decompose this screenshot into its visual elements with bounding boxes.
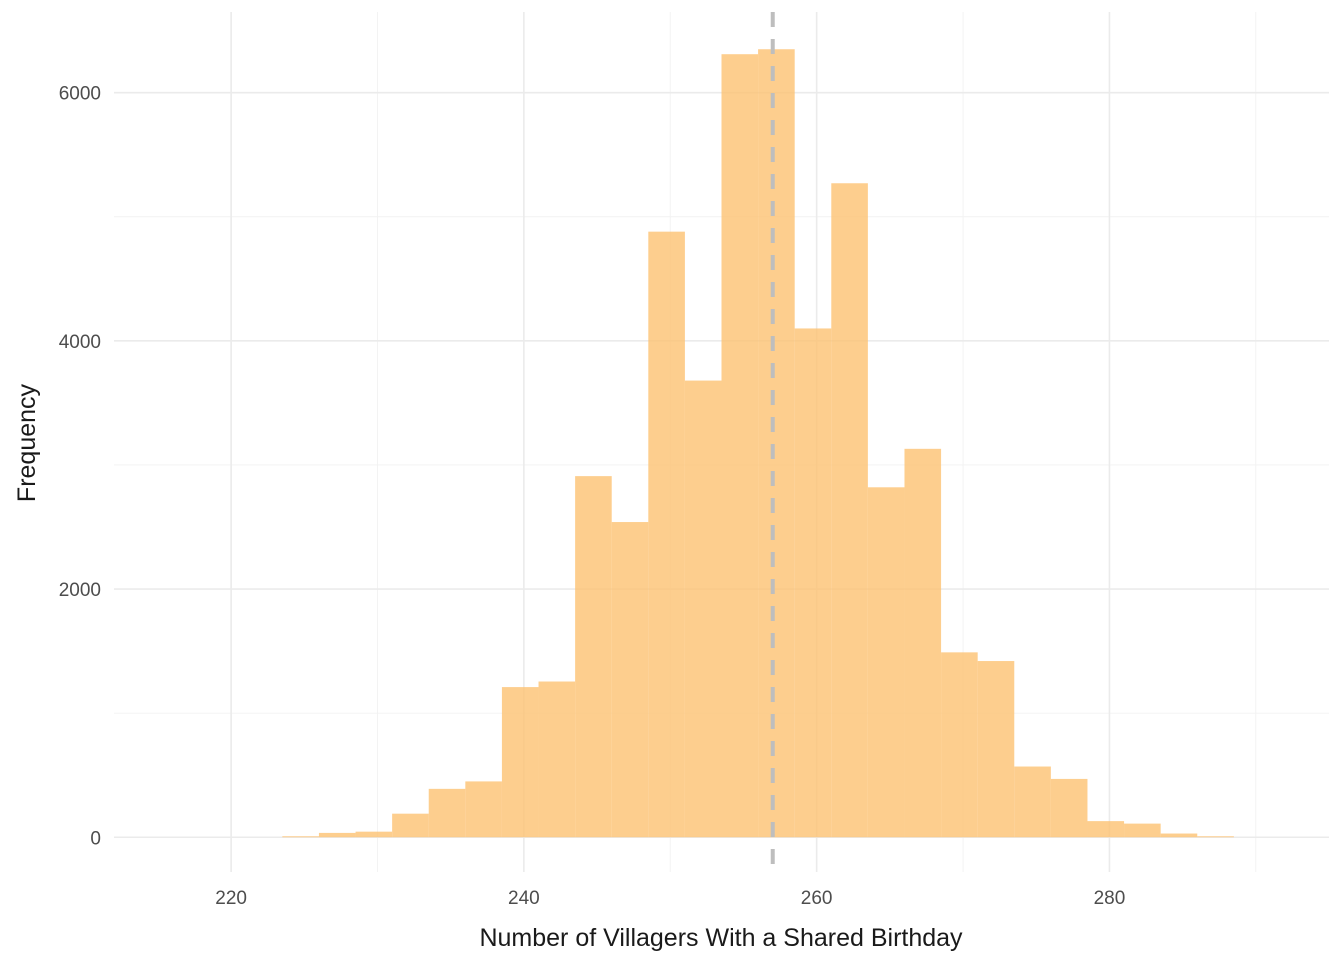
histogram-bar: [941, 652, 978, 838]
histogram-bar: [282, 836, 319, 838]
histogram-bar: [501, 687, 539, 838]
x-tick-label: 260: [801, 888, 833, 909]
histogram-bar: [904, 448, 942, 838]
y-tick-label: 0: [90, 828, 101, 849]
histogram-bar: [1197, 836, 1234, 838]
histogram-bar: [392, 813, 429, 838]
histogram-bar: [721, 54, 759, 838]
bars-layer: [282, 49, 1234, 838]
x-tick-labels: 220 240 260 280: [215, 888, 1125, 909]
histogram-bar: [758, 49, 795, 838]
x-axis-title: Number of Villagers With a Shared Birthd…: [479, 924, 963, 952]
histogram-bar: [1014, 766, 1051, 838]
histogram-bar: [794, 328, 832, 838]
x-tick-label: 240: [508, 888, 540, 909]
histogram-bar: [428, 788, 466, 838]
histogram-bar: [977, 661, 1015, 838]
x-tick-label: 280: [1094, 888, 1126, 909]
y-tick-label: 4000: [59, 332, 101, 353]
y-tick-label: 6000: [59, 84, 101, 105]
y-tick-labels: 0 2000 4000 6000: [59, 84, 101, 850]
histogram-bar: [831, 183, 868, 838]
histogram-bar: [1050, 778, 1088, 838]
histogram-bar: [684, 380, 722, 838]
histogram-bar: [318, 832, 356, 838]
histogram-bar: [355, 831, 393, 838]
histogram-bar: [1087, 821, 1125, 838]
histogram-bar: [575, 476, 612, 838]
x-tick-label: 220: [215, 888, 247, 909]
histogram-bar: [465, 781, 502, 838]
histogram-bar: [1124, 823, 1161, 838]
y-axis-title: Frequency: [13, 383, 41, 502]
histogram-bar: [867, 487, 905, 838]
histogram-bar: [1160, 833, 1198, 838]
histogram-bar: [648, 231, 685, 838]
histogram-bar: [538, 681, 576, 838]
histogram-bar: [611, 522, 649, 838]
y-tick-label: 2000: [59, 580, 101, 601]
